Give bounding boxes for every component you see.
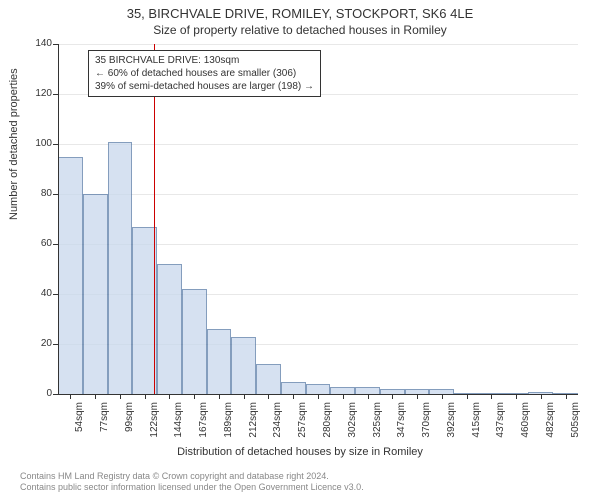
gridline <box>58 44 578 45</box>
annotation-line-2: ← 60% of detached houses are smaller (30… <box>95 67 314 80</box>
annotation-line-1: 35 BIRCHVALE DRIVE: 130sqm <box>95 54 314 67</box>
y-tick-label: 20 <box>24 338 52 349</box>
histogram-bar <box>231 337 256 395</box>
y-axis <box>58 44 59 394</box>
x-tick-label: 482sqm <box>545 402 556 442</box>
x-tick-label: 437sqm <box>495 402 506 442</box>
x-tick-label: 99sqm <box>124 402 135 442</box>
x-axis-label: Distribution of detached houses by size … <box>0 446 600 458</box>
x-tick-label: 189sqm <box>223 402 234 442</box>
x-tick-label: 460sqm <box>520 402 531 442</box>
chart-subtitle: Size of property relative to detached ho… <box>0 21 600 37</box>
x-tick-label: 54sqm <box>74 402 85 442</box>
histogram-bar <box>182 289 207 394</box>
x-tick-label: 415sqm <box>471 402 482 442</box>
histogram-bar <box>306 384 331 394</box>
chart-container: 35, BIRCHVALE DRIVE, ROMILEY, STOCKPORT,… <box>0 0 600 500</box>
footer-line-2: Contains public sector information licen… <box>20 482 364 494</box>
histogram-bar <box>207 329 232 394</box>
x-tick-label: 347sqm <box>396 402 407 442</box>
histogram-bar <box>281 382 306 395</box>
y-tick-label: 40 <box>24 288 52 299</box>
y-tick-label: 80 <box>24 188 52 199</box>
gridline <box>58 144 578 145</box>
x-tick-label: 144sqm <box>173 402 184 442</box>
y-axis-label: Number of detached properties <box>8 68 20 220</box>
histogram-bar <box>58 157 83 395</box>
footer-line-1: Contains HM Land Registry data © Crown c… <box>20 471 364 483</box>
histogram-bar <box>256 364 281 394</box>
x-tick-label: 234sqm <box>272 402 283 442</box>
histogram-bar <box>330 387 355 395</box>
histogram-bar <box>108 142 133 395</box>
x-tick-label: 325sqm <box>372 402 383 442</box>
annotation-line-3: 39% of semi-detached houses are larger (… <box>95 80 314 93</box>
histogram-bar <box>83 194 108 394</box>
plot-area: 02040608010012014054sqm77sqm99sqm122sqm1… <box>58 44 578 394</box>
histogram-bar <box>157 264 182 394</box>
x-tick-label: 280sqm <box>322 402 333 442</box>
footer: Contains HM Land Registry data © Crown c… <box>20 471 364 494</box>
annotation-box: 35 BIRCHVALE DRIVE: 130sqm ← 60% of deta… <box>88 50 321 97</box>
x-tick-label: 302sqm <box>347 402 358 442</box>
x-tick-label: 167sqm <box>198 402 209 442</box>
x-tick-label: 122sqm <box>149 402 160 442</box>
y-tick-label: 100 <box>24 138 52 149</box>
chart-title: 35, BIRCHVALE DRIVE, ROMILEY, STOCKPORT,… <box>0 0 600 21</box>
x-tick-label: 392sqm <box>446 402 457 442</box>
x-tick-label: 77sqm <box>99 402 110 442</box>
x-tick-label: 370sqm <box>421 402 432 442</box>
histogram-bar <box>355 387 380 395</box>
x-tick-label: 505sqm <box>570 402 581 442</box>
x-tick-label: 212sqm <box>248 402 259 442</box>
x-tick-label: 257sqm <box>297 402 308 442</box>
y-tick-label: 120 <box>24 88 52 99</box>
y-tick-label: 0 <box>24 388 52 399</box>
gridline <box>58 194 578 195</box>
x-axis <box>58 394 578 395</box>
y-tick-label: 140 <box>24 38 52 49</box>
y-tick-label: 60 <box>24 238 52 249</box>
